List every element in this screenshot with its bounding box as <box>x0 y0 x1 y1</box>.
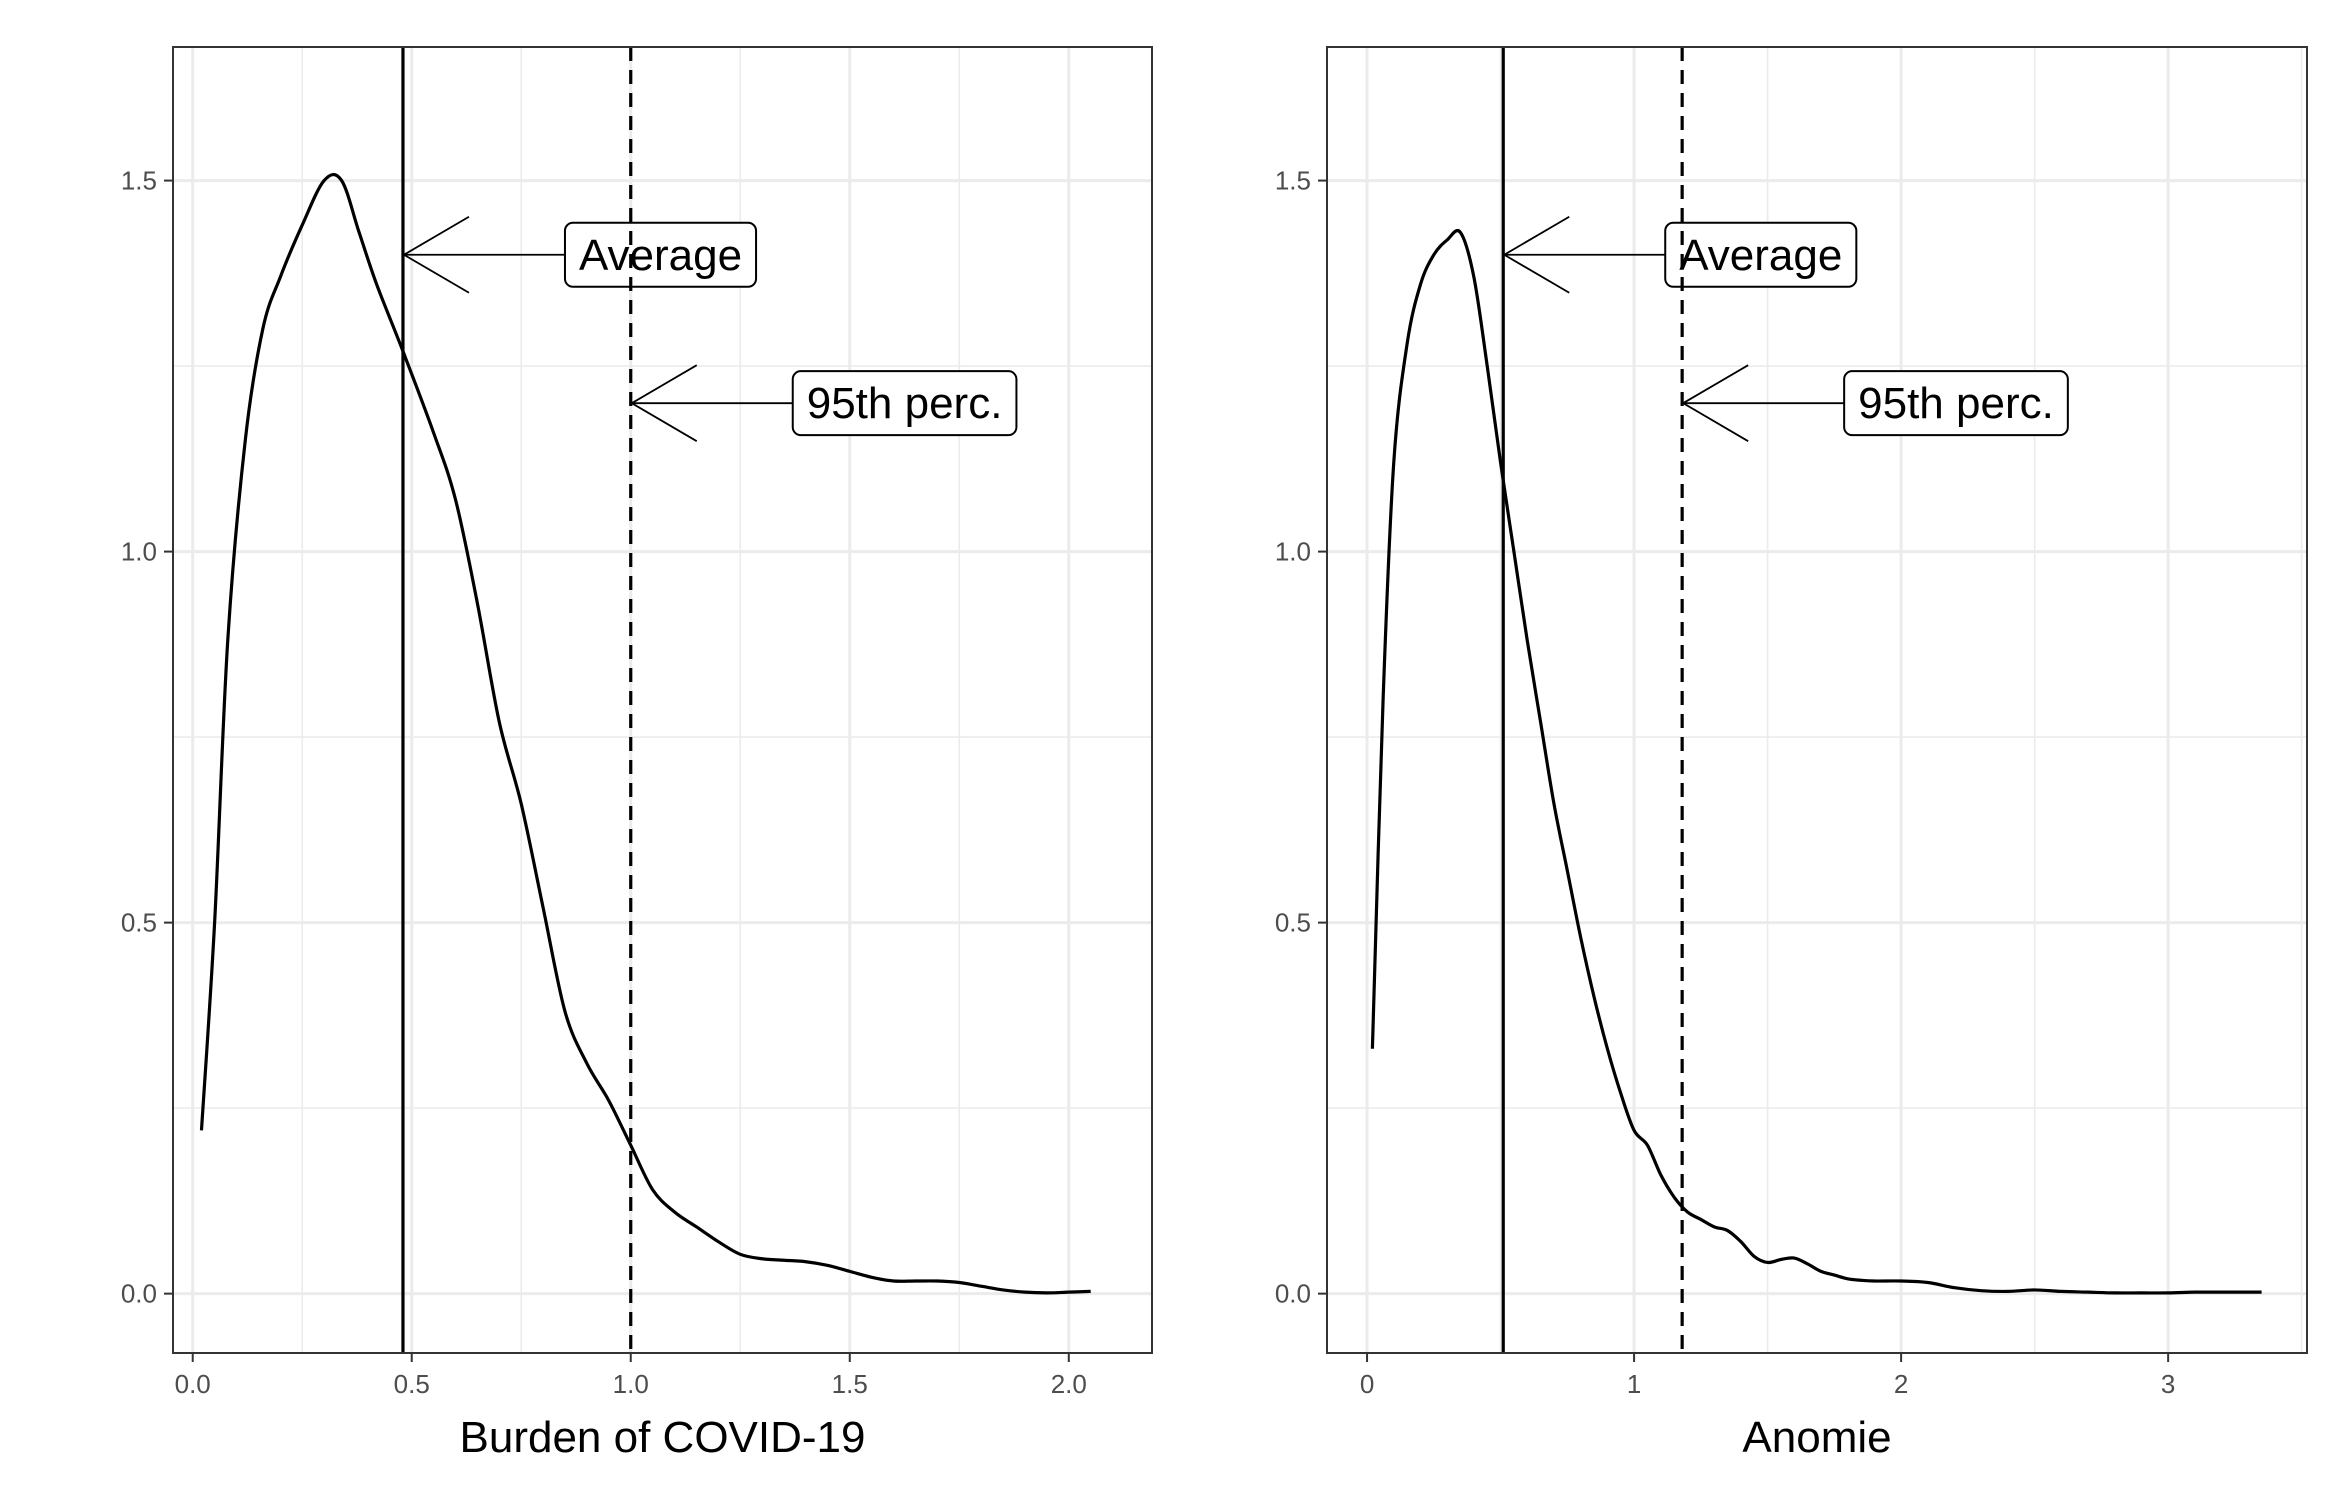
x-tick-label: 2 <box>1894 1369 1908 1399</box>
y-tick-label: 1.5 <box>1275 166 1311 196</box>
annotation-label: 95th perc. <box>807 379 1003 428</box>
annotation-label: Average <box>579 231 742 280</box>
y-tick-label: 0.0 <box>121 1279 157 1309</box>
x-tick-label: 1 <box>1627 1369 1641 1399</box>
percentile-95-annotation: 95th perc. <box>1681 364 2069 442</box>
panel-border <box>1326 46 2308 1354</box>
annotation-label: 95th perc. <box>1858 379 2054 428</box>
panel-anomie: Average 95th perc. 0 1 2 3 0.0 0.5 1.0 1.5 Anomie <box>1275 46 2308 1462</box>
y-tick-label: 0.5 <box>1275 908 1311 938</box>
x-tick-label: 3 <box>2161 1369 2175 1399</box>
average-annotation: Average <box>402 215 758 294</box>
y-tick-label: 1.0 <box>1275 537 1311 567</box>
annotation-label: Average <box>1679 231 1842 280</box>
arrow-head <box>629 364 698 442</box>
x-tick-label: 1.5 <box>832 1369 868 1399</box>
arrow-head <box>402 215 470 294</box>
y-tick-label: 0.5 <box>121 908 157 938</box>
x-tick-label: 0.0 <box>175 1369 211 1399</box>
y-tick-label: 0.0 <box>1275 1279 1311 1309</box>
x-tick-label: 1.0 <box>613 1369 649 1399</box>
panel-border <box>172 46 1153 1354</box>
panel-burden-covid: Average 95th perc. 0.0 0.5 1.0 1.5 2.0 0.0 0.5 1.… <box>121 46 1153 1462</box>
average-annotation: Average <box>1502 215 1858 294</box>
percentile-95-annotation: 95th perc. <box>629 364 1018 442</box>
y-tick-label: 1.5 <box>121 166 157 196</box>
density-curve <box>199 172 1091 1295</box>
arrow-head <box>1681 364 1749 442</box>
x-tick-label: 0.5 <box>394 1369 430 1399</box>
x-axis-title: Anomie <box>1742 1413 1891 1462</box>
x-tick-label: 2.0 <box>1051 1369 1087 1399</box>
x-axis-title: Burden of COVID-19 <box>460 1413 866 1462</box>
x-tick-label: 0 <box>1360 1369 1374 1399</box>
density-curve <box>1370 228 2262 1295</box>
y-tick-label: 1.0 <box>121 537 157 567</box>
arrow-head <box>1502 215 1570 294</box>
